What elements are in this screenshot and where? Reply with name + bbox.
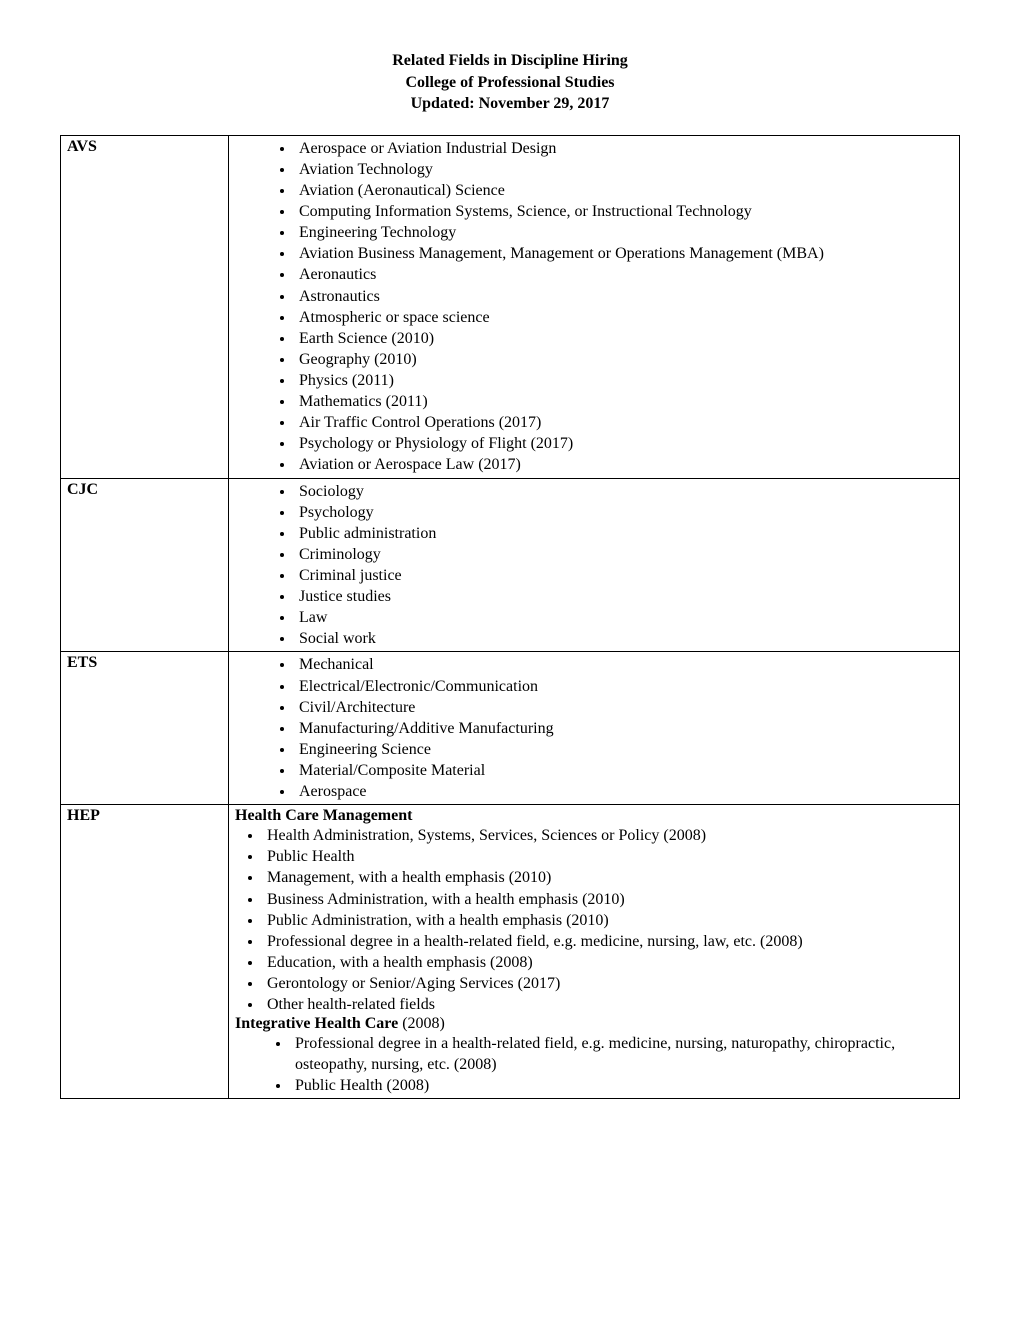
- table-row: CJCSociologyPsychologyPublic administrat…: [61, 478, 960, 652]
- list-item: Criminology: [295, 544, 953, 565]
- list-item: Civil/Architecture: [295, 697, 953, 718]
- list-item: Aerospace or Aviation Industrial Design: [295, 138, 953, 159]
- list-item: Health Administration, Systems, Services…: [263, 825, 953, 846]
- table-row: HEPHealth Care ManagementHealth Administ…: [61, 805, 960, 1099]
- list-item: Air Traffic Control Operations (2017): [295, 412, 953, 433]
- header-line-3: Updated: November 29, 2017: [60, 93, 960, 115]
- list-item: Business Administration, with a health e…: [263, 889, 953, 910]
- list-item: Electrical/Electronic/Communication: [295, 676, 953, 697]
- list-item: Geography (2010): [295, 349, 953, 370]
- list-item: Management, with a health emphasis (2010…: [263, 867, 953, 888]
- list-item: Manufacturing/Additive Manufacturing: [295, 718, 953, 739]
- list-item: Aerospace: [295, 781, 953, 802]
- list-item: Physics (2011): [295, 370, 953, 391]
- list-item: Public administration: [295, 523, 953, 544]
- list-item: Aviation Technology: [295, 159, 953, 180]
- list-item: Gerontology or Senior/Aging Services (20…: [263, 973, 953, 994]
- list-item: Justice studies: [295, 586, 953, 607]
- list-item: Professional degree in a health-related …: [291, 1033, 953, 1075]
- section-heading: Health Care Management: [235, 807, 953, 825]
- field-list: Professional degree in a health-related …: [235, 1033, 953, 1096]
- list-item: Engineering Technology: [295, 222, 953, 243]
- list-item: Professional degree in a health-related …: [263, 931, 953, 952]
- disciplines-table: AVSAerospace or Aviation Industrial Desi…: [60, 135, 960, 1100]
- list-item: Aviation (Aeronautical) Science: [295, 180, 953, 201]
- list-item: Astronautics: [295, 286, 953, 307]
- list-item: Law: [295, 607, 953, 628]
- list-item: Public Health (2008): [291, 1075, 953, 1096]
- list-item: Atmospheric or space science: [295, 307, 953, 328]
- discipline-fields: SociologyPsychologyPublic administration…: [229, 478, 960, 652]
- list-item: Computing Information Systems, Science, …: [295, 201, 953, 222]
- header-line-1: Related Fields in Discipline Hiring: [60, 50, 960, 72]
- list-item: Other health-related fields: [263, 994, 953, 1015]
- list-item: Mechanical: [295, 654, 953, 675]
- field-list: SociologyPsychologyPublic administration…: [235, 481, 953, 650]
- field-list: Aerospace or Aviation Industrial DesignA…: [235, 138, 953, 476]
- discipline-code: CJC: [61, 478, 229, 652]
- list-item: Psychology or Physiology of Flight (2017…: [295, 433, 953, 454]
- list-item: Psychology: [295, 502, 953, 523]
- list-item: Public Health: [263, 846, 953, 867]
- list-item: Mathematics (2011): [295, 391, 953, 412]
- list-item: Public Administration, with a health emp…: [263, 910, 953, 931]
- list-item: Engineering Science: [295, 739, 953, 760]
- field-list: Health Administration, Systems, Services…: [235, 825, 953, 1015]
- section-heading: Integrative Health Care (2008): [235, 1015, 953, 1033]
- discipline-fields: Aerospace or Aviation Industrial DesignA…: [229, 135, 960, 478]
- list-item: Aeronautics: [295, 264, 953, 285]
- table-row: AVSAerospace or Aviation Industrial Desi…: [61, 135, 960, 478]
- list-item: Sociology: [295, 481, 953, 502]
- list-item: Material/Composite Material: [295, 760, 953, 781]
- discipline-fields: MechanicalElectrical/Electronic/Communic…: [229, 652, 960, 805]
- header-line-2: College of Professional Studies: [60, 72, 960, 94]
- list-item: Aviation or Aerospace Law (2017): [295, 454, 953, 475]
- discipline-code: HEP: [61, 805, 229, 1099]
- list-item: Criminal justice: [295, 565, 953, 586]
- list-item: Social work: [295, 628, 953, 649]
- discipline-code: ETS: [61, 652, 229, 805]
- field-list: MechanicalElectrical/Electronic/Communic…: [235, 654, 953, 802]
- discipline-code: AVS: [61, 135, 229, 478]
- document-header: Related Fields in Discipline Hiring Coll…: [60, 50, 960, 115]
- list-item: Aviation Business Management, Management…: [295, 243, 953, 264]
- list-item: Earth Science (2010): [295, 328, 953, 349]
- list-item: Education, with a health emphasis (2008): [263, 952, 953, 973]
- table-row: ETSMechanicalElectrical/Electronic/Commu…: [61, 652, 960, 805]
- discipline-fields: Health Care ManagementHealth Administrat…: [229, 805, 960, 1099]
